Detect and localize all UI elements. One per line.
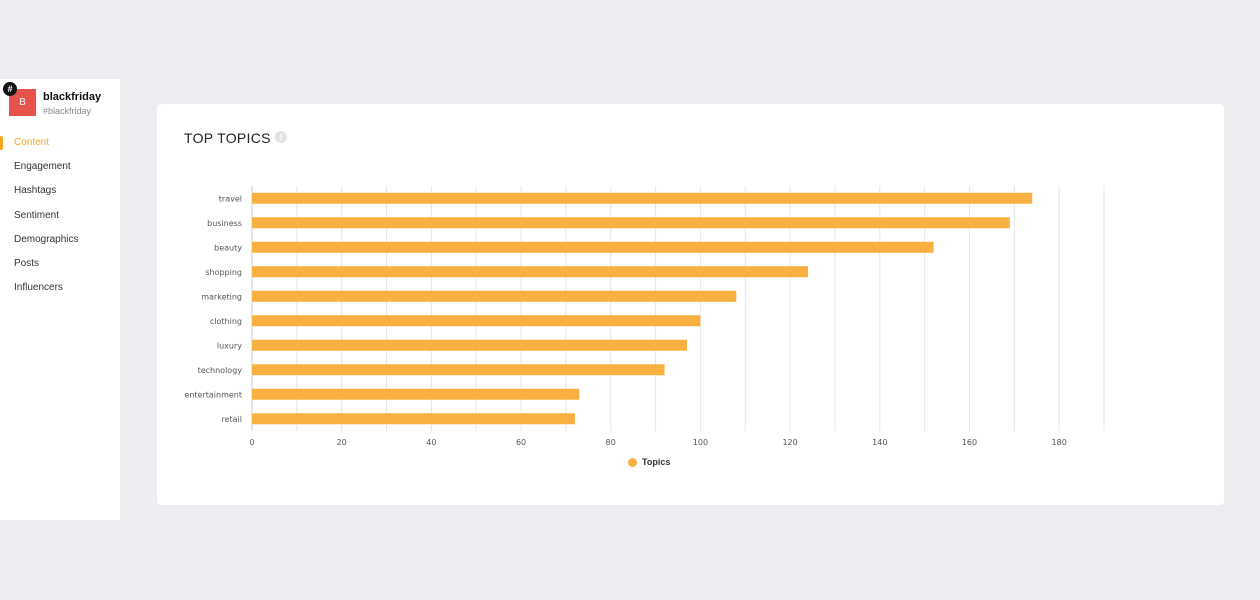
card-title: TOP TOPICS [184,130,271,146]
profile-hashtag: #blackfriday [43,106,92,116]
category-label: marketing [201,292,242,301]
category-label: travel [219,194,242,203]
bar [252,364,665,376]
bar [252,192,1033,204]
legend-swatch [628,457,637,467]
x-tick-label: 140 [872,438,887,447]
x-tick-label: 20 [337,438,347,447]
sidebar-item-hashtags[interactable]: Hashtags [14,185,57,197]
bar [252,339,687,351]
sidebar-item-sentiment[interactable]: Sentiment [14,209,60,221]
info-icon[interactable]: i [275,131,287,143]
top-topics-chart: 0 20 40 60 80 100 120 140 160 180 travel business be… [184,186,1105,447]
profile-name: blackfriday [43,91,102,103]
x-tick-label: 180 [1052,438,1067,447]
chart-legend[interactable]: Topics [628,457,670,467]
legend-label: Topics [642,457,671,467]
bar [252,290,737,302]
bar [252,217,1010,229]
x-tick-label: 160 [962,438,977,447]
sidebar-item-influencers[interactable]: Influencers [14,282,63,294]
bar [252,388,580,400]
bar [252,413,575,425]
hashtag-icon: # [3,82,17,96]
category-label: retail [221,415,242,424]
sidebar-item-content[interactable]: Content [0,134,120,158]
sidebar-nav: Content Engagement Hashtags Sentiment De… [0,134,120,303]
x-tick-label: 100 [693,438,708,447]
sidebar-item-demographics[interactable]: Demographics [14,233,79,245]
category-label: shopping [205,268,242,277]
category-label: entertainment [184,390,242,399]
category-label: beauty [214,243,242,252]
top-topics-card: TOP TOPICS i 0 20 40 60 80 100 120 140 160 180 tra… [157,104,1224,505]
category-label: clothing [210,317,242,326]
sidebar-item-engagement[interactable]: Engagement [14,161,71,173]
x-tick-label: 120 [782,438,797,447]
x-tick-label: 0 [249,438,254,447]
x-tick-label: 40 [426,438,436,447]
category-label: technology [198,366,243,375]
bar [252,266,809,278]
sidebar-item-posts[interactable]: Posts [14,257,40,269]
sidebar: B # blackfriday #blackfriday Content Eng… [0,79,120,520]
category-label: luxury [217,341,242,350]
bar [252,315,701,327]
x-tick-label: 80 [606,438,616,447]
bar [252,241,934,253]
category-label: business [207,219,242,228]
profile-header[interactable]: B # blackfriday #blackfriday [0,79,120,125]
x-tick-label: 60 [516,438,526,447]
